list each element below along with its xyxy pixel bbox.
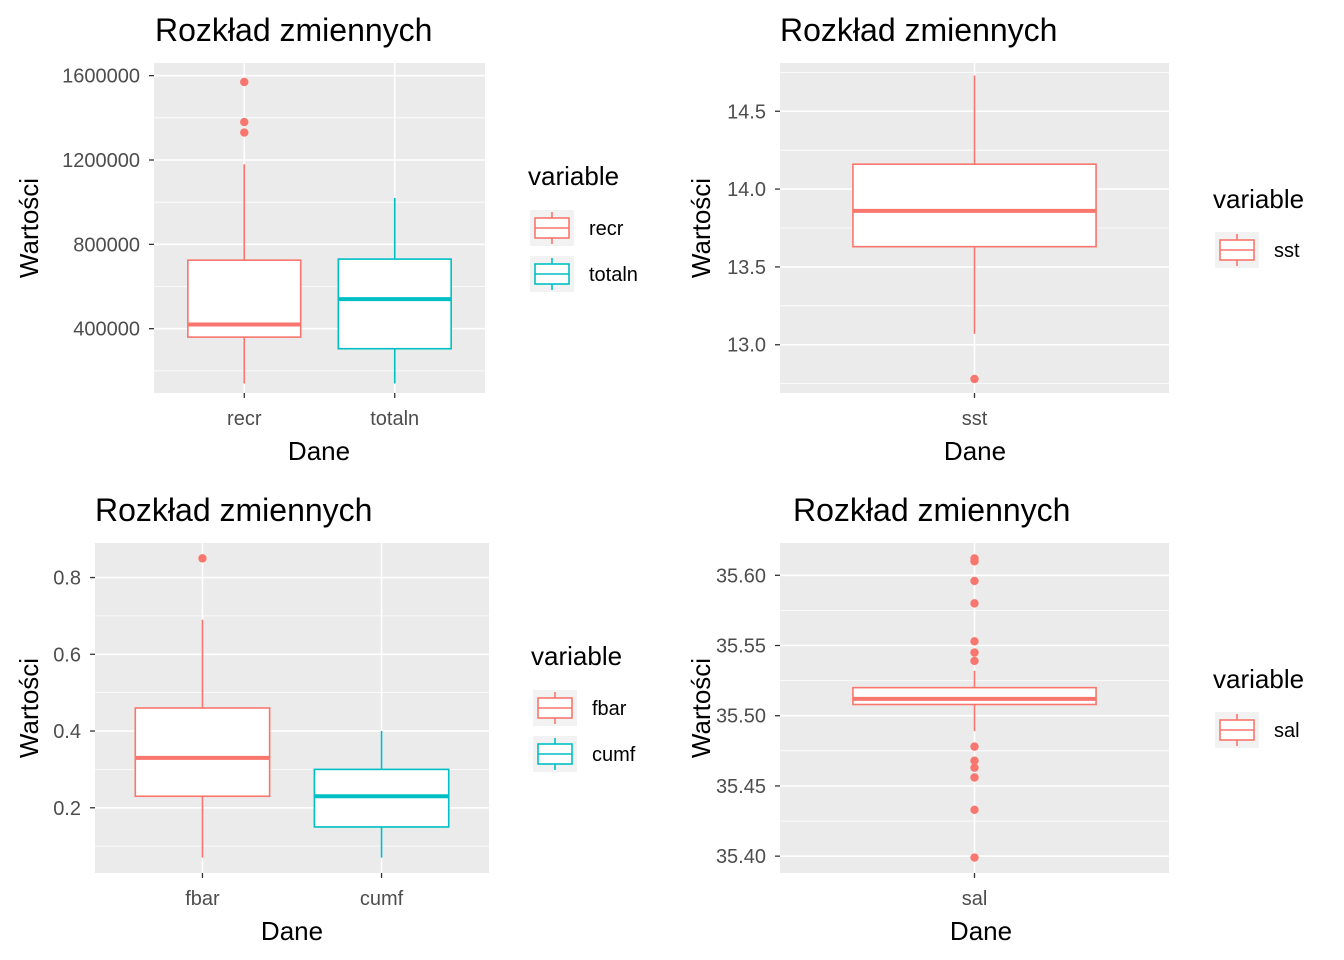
outlier-point (970, 374, 979, 384)
legend-title: variable (528, 161, 619, 191)
y-tick-label: 400000 (73, 319, 140, 341)
outlier-point (970, 853, 979, 862)
x-tick-label: cumf (360, 888, 404, 910)
box-iqr (852, 163, 1097, 248)
outlier-point (970, 576, 979, 586)
box-fbar (134, 554, 271, 858)
outlier-point (970, 756, 979, 765)
x-tick-label: fbar (185, 888, 220, 910)
outlier-point (198, 554, 207, 563)
legend: variable sal (1213, 664, 1304, 748)
x-axis-title: Dane (261, 916, 323, 946)
y-axis-title: Wartości (14, 658, 44, 758)
outlier-point (970, 742, 979, 751)
box-sst (852, 75, 1097, 384)
box-iqr (134, 707, 271, 798)
y-tick-label: 35.60 (716, 565, 766, 587)
panel-3: 0.2 0.4 0.6 0.8 fbar cumf Rozkład zmiennych Dan… (14, 492, 636, 946)
outlier-point (970, 763, 979, 772)
outlier-point (970, 637, 979, 646)
outlier-point (240, 117, 249, 127)
x-axis-title: Dane (944, 436, 1006, 466)
chart-title: Rozkład zmiennych (95, 492, 372, 528)
y-tick-label: 0.2 (53, 798, 81, 820)
legend: variable sst (1213, 184, 1304, 268)
legend-title: variable (1213, 184, 1304, 214)
panel-4: 35.40 35.45 35.50 35.55 35.60 sal Rozkład zmie… (686, 492, 1304, 946)
y-tick-label: 13.0 (727, 335, 766, 357)
y-tick-label: 1600000 (62, 66, 140, 88)
y-tick-label: 0.4 (53, 721, 81, 743)
legend-item-recr: recr (530, 210, 624, 246)
legend-label: fbar (592, 698, 627, 720)
box-cumf (313, 731, 450, 858)
y-axis-title: Wartości (686, 658, 716, 758)
outlier-point (970, 599, 979, 608)
legend-item-cumf: cumf (533, 736, 636, 772)
x-tick-label: totaln (370, 408, 419, 430)
x-tick-label: sst (962, 408, 988, 430)
y-tick-label: 800000 (73, 234, 140, 256)
legend-item-sal: sal (1215, 712, 1300, 748)
y-tick-label: 1200000 (62, 150, 140, 172)
outlier-point (240, 77, 249, 87)
legend-item-sst: sst (1215, 232, 1300, 268)
outlier-point (970, 648, 979, 657)
y-tick-label: 35.45 (716, 776, 766, 798)
outlier-point (970, 805, 979, 815)
legend-title: variable (531, 641, 622, 671)
legend-item-totaln: totaln (530, 256, 638, 292)
box-recr (187, 77, 302, 384)
y-axis-title: Wartości (14, 178, 44, 278)
outlier-point (970, 554, 979, 563)
box-totaln (337, 197, 452, 384)
x-axis-title: Dane (950, 916, 1012, 946)
y-tick-label: 14.5 (727, 101, 766, 123)
outlier-point (970, 773, 979, 782)
chart-title: Rozkład zmiennych (780, 12, 1057, 48)
legend-title: variable (1213, 664, 1304, 694)
legend: variable recr totaln (528, 161, 638, 292)
y-tick-label: 0.6 (53, 644, 81, 666)
legend-label: cumf (592, 744, 636, 766)
y-tick-label: 13.5 (727, 257, 766, 279)
y-tick-label: 35.55 (716, 636, 766, 658)
panel-1: 400000 800000 1200000 1600000 recr totaln Rozk… (14, 12, 638, 466)
outlier-point (970, 656, 979, 666)
y-tick-label: 0.8 (53, 568, 81, 590)
x-tick-label: sal (962, 888, 988, 910)
box-iqr (852, 686, 1097, 706)
legend-item-fbar: fbar (533, 690, 627, 726)
y-axis-title: Wartości (686, 178, 716, 278)
y-tick-label: 35.40 (716, 846, 766, 868)
panel-2: 13.0 13.5 14.0 14.5 sst Rozkład zmiennych Dane… (686, 12, 1304, 466)
y-tick-label: 14.0 (727, 179, 766, 201)
x-axis-title: Dane (288, 436, 350, 466)
legend-label: recr (589, 218, 624, 240)
legend: variable fbar cumf (531, 641, 636, 772)
x-tick-label: recr (227, 408, 262, 430)
outlier-point (240, 128, 249, 137)
chart-title: Rozkład zmiennych (793, 492, 1070, 528)
box-iqr (337, 258, 452, 350)
legend-label: sal (1274, 720, 1300, 742)
chart-title: Rozkład zmiennych (155, 12, 432, 48)
box-sal (852, 554, 1097, 862)
legend-label: totaln (589, 264, 638, 286)
y-tick-label: 35.50 (716, 706, 766, 728)
legend-label: sst (1274, 240, 1300, 262)
